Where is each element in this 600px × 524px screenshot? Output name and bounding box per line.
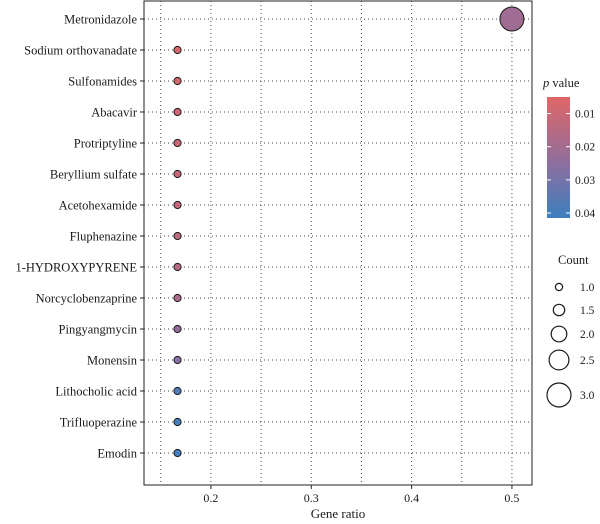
category-label: Pingyangmycin: [59, 323, 138, 337]
count-legend: Count 1.0 1.5 2.0 2.5 3.0: [546, 253, 595, 408]
count-legend-circle: [548, 349, 570, 371]
colorbar-tick-label: 0.01: [575, 109, 595, 121]
category-label: Sulfonamides: [68, 75, 137, 89]
category-label: Monensin: [87, 354, 138, 368]
category-labels: Metronidazole Sodium orthovanadate Sulfona…: [15, 13, 144, 461]
category-label: Lithocholic acid: [55, 385, 137, 399]
category-label: Sodium orthovanadate: [24, 44, 137, 58]
data-point: [173, 76, 182, 86]
category-label: Emodin: [97, 447, 137, 461]
count-legend-label: 3.0: [580, 390, 595, 402]
x-tick-label: 0.4: [404, 491, 419, 505]
category-label: Abacavir: [91, 106, 138, 120]
data-point: [173, 231, 182, 241]
category-label: Acetohexamide: [59, 199, 138, 213]
data-point: [173, 169, 182, 179]
p-value-colorbar-ticks: 0.01 0.02 0.03 0.04: [547, 109, 595, 220]
count-legend-label: 2.5: [580, 355, 595, 367]
p-value-colorbar: [547, 97, 570, 218]
count-legend-title: Count: [558, 253, 589, 267]
data-point: [173, 324, 182, 334]
category-label: 1-HYDROXYPYRENE: [15, 261, 137, 275]
data-point: [499, 6, 525, 32]
count-legend-circle: [552, 303, 566, 317]
data-point: [173, 107, 182, 117]
grid-lines: [144, 1, 532, 485]
data-points: [173, 6, 525, 458]
p-value-legend-title-italic: p: [542, 76, 549, 90]
count-legend-label: 2.0: [580, 329, 595, 341]
colorbar-tick-label: 0.04: [575, 208, 595, 220]
category-label: Metronidazole: [64, 13, 137, 27]
p-value-legend-title-rest: value: [549, 76, 580, 90]
x-tick-label: 0.2: [203, 491, 218, 505]
count-legend-items: 1.0 1.5 2.0 2.5 3.0: [546, 282, 595, 408]
data-point: [173, 386, 182, 396]
count-legend-circle: [546, 382, 572, 408]
count-legend-circle: [550, 325, 568, 343]
p-value-legend-title: p value: [542, 76, 580, 90]
category-label: Beryllium sulfate: [50, 168, 138, 182]
x-axis-title: Gene ratio: [311, 506, 366, 521]
data-point: [173, 293, 182, 303]
category-label: Protriptyline: [74, 137, 138, 151]
colorbar-tick-label: 0.03: [575, 175, 595, 187]
data-point: [173, 448, 182, 458]
data-point: [173, 200, 182, 210]
count-legend-label: 1.5: [580, 305, 595, 317]
count-legend-circle: [554, 282, 564, 292]
data-point: [173, 355, 182, 365]
x-tick-label: 0.5: [504, 491, 519, 505]
x-tick-label: 0.3: [304, 491, 319, 505]
category-label: Fluphenazine: [70, 230, 138, 244]
data-point: [173, 138, 182, 148]
colorbar-tick-label: 0.02: [575, 142, 595, 154]
data-point: [173, 262, 182, 272]
x-axis-ticks: 0.2 0.3 0.4 0.5: [203, 485, 519, 505]
p-value-legend: p value 0.01 0.02 0.03 0.04: [542, 76, 595, 220]
plot-panel: [143, 0, 533, 486]
category-label: Norcyclobenzaprine: [36, 292, 138, 306]
data-point: [173, 45, 182, 55]
count-legend-label: 1.0: [580, 282, 595, 294]
data-point: [173, 417, 182, 427]
category-label: Trifluoperazine: [60, 416, 138, 430]
